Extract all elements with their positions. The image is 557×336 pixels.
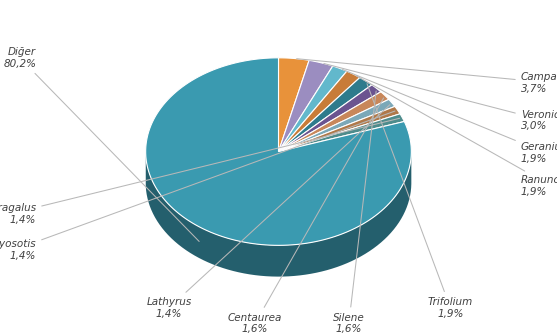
Text: Ranunculus
1,9%: Ranunculus 1,9% [356, 76, 557, 197]
Text: Veronica
3,0%: Veronica 3,0% [324, 64, 557, 131]
Text: Silene
1,6%: Silene 1,6% [333, 91, 376, 334]
Polygon shape [278, 92, 389, 152]
Polygon shape [278, 66, 347, 152]
Text: Campanula
3,7%: Campanula 3,7% [297, 59, 557, 94]
Text: Astragalus
1,4%: Astragalus 1,4% [0, 118, 399, 225]
Polygon shape [146, 153, 411, 277]
Text: Trifolium
1,9%: Trifolium 1,9% [367, 84, 473, 319]
Text: Myosotis
1,4%: Myosotis 1,4% [0, 111, 395, 261]
Polygon shape [278, 60, 333, 152]
Polygon shape [278, 71, 360, 152]
Text: Centaurea
1,6%: Centaurea 1,6% [228, 98, 384, 334]
Polygon shape [278, 78, 372, 152]
Text: Geranium
1,9%: Geranium 1,9% [343, 70, 557, 164]
Polygon shape [278, 107, 400, 152]
Polygon shape [146, 58, 411, 245]
Polygon shape [278, 114, 404, 152]
Text: Diğer
80,2%: Diğer 80,2% [3, 47, 199, 242]
Polygon shape [278, 99, 395, 152]
Text: Lathyrus
1,4%: Lathyrus 1,4% [146, 105, 390, 319]
Polygon shape [278, 85, 381, 152]
Polygon shape [278, 58, 309, 152]
